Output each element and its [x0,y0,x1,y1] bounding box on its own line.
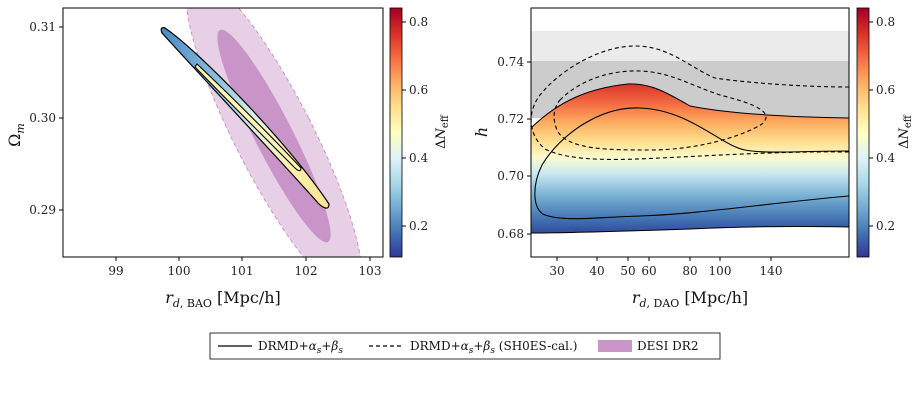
right-y-ticks: 0.68 0.70 0.72 0.74 [497,55,531,241]
right-x-tick-label: 40 [589,264,604,278]
left-colorbar [389,7,403,258]
legend-item-drmd: DRMD+αs+βs [218,339,343,356]
right-x-tick-label: 50 [620,264,635,278]
left-panel: 99 100 101 102 103 0.29 0.30 0.31 rd, BA… [5,7,451,310]
legend-label-shoes: DRMD+αs+βs (SH0ES-cal.) [410,339,577,356]
right-y-axis-label: h [472,127,491,137]
right-x-tick-label: 30 [549,264,564,278]
left-x-ticks: 99 100 101 102 103 [108,257,381,278]
left-axes-frame [62,7,384,258]
left-y-axis-label: Ωm [5,123,27,147]
legend-label-drmd: DRMD+αs+βs [258,339,343,356]
heatmap-boundary [531,83,849,129]
right-x-tick-label: 80 [682,264,697,278]
left-colorbar-ticks: 0.2 0.4 0.6 0.8 [402,15,428,233]
delta-neff-heatmap [531,83,849,233]
left-colorbar-label: ΔNeff [434,114,451,149]
left-y-tick-label: 0.29 [29,203,56,217]
drmd-contour-inner [194,63,302,172]
right-colorbar-label: ΔNeff [897,114,914,149]
right-x-tick-label: 140 [760,264,783,278]
right-x-tick-label: 60 [641,264,656,278]
heatmap-lower-boundary [531,226,849,234]
right-colorbar-ticks: 0.2 0.4 0.6 0.8 [869,15,895,233]
left-colorbar-tick-label: 0.2 [409,219,428,233]
left-x-tick-label: 102 [295,264,318,278]
right-x-ticks: 30 40 50 60 80 100 140 [549,257,782,278]
right-colorbar-tick-label: 0.4 [876,151,895,165]
legend-label-desi: DESI DR2 [637,339,698,353]
left-x-tick-label: 101 [231,264,254,278]
right-y-tick-label: 0.72 [497,112,524,126]
left-x-tick-label: 100 [168,264,191,278]
left-y-tick-label: 0.30 [29,111,56,125]
left-y-ticks: 0.29 0.30 0.31 [29,20,63,217]
shoes-contour-inner [553,70,767,151]
left-colorbar-tick-label: 0.6 [409,83,428,97]
right-y-tick-label: 0.70 [497,169,524,183]
right-x-tick-label: 100 [709,264,732,278]
left-y-tick-label: 0.31 [29,20,56,34]
legend-desi-patch [598,340,632,352]
shoes-contour-outer [531,45,849,161]
shoes-2sigma-band [531,31,849,61]
left-plot-area [160,8,363,257]
right-x-axis-label: rd, DAO [Mpc/h] [632,288,748,310]
left-x-tick-label: 99 [108,264,123,278]
right-plot-area [531,31,849,234]
right-panel: 30 40 50 60 80 100 140 0.68 0.70 0.72 0.… [472,7,914,310]
right-colorbar-tick-label: 0.2 [876,219,895,233]
right-colorbar-tick-label: 0.8 [876,15,895,29]
right-y-tick-label: 0.74 [497,55,524,69]
legend-item-desi: DESI DR2 [598,339,698,353]
left-x-tick-label: 103 [359,264,382,278]
right-y-tick-label: 0.68 [497,227,524,241]
legend-frame [209,332,721,360]
right-colorbar [856,7,870,258]
legend: DRMD+αs+βs DRMD+αs+βs (SH0ES-cal.) DESI … [209,332,721,360]
left-colorbar-tick-label: 0.8 [409,15,428,29]
left-x-axis-label: rd, BAO [Mpc/h] [165,288,281,310]
right-colorbar-tick-label: 0.6 [876,83,895,97]
legend-item-shoes: DRMD+αs+βs (SH0ES-cal.) [369,339,577,356]
drmd-contour-right [534,107,849,220]
left-colorbar-tick-label: 0.4 [409,151,428,165]
